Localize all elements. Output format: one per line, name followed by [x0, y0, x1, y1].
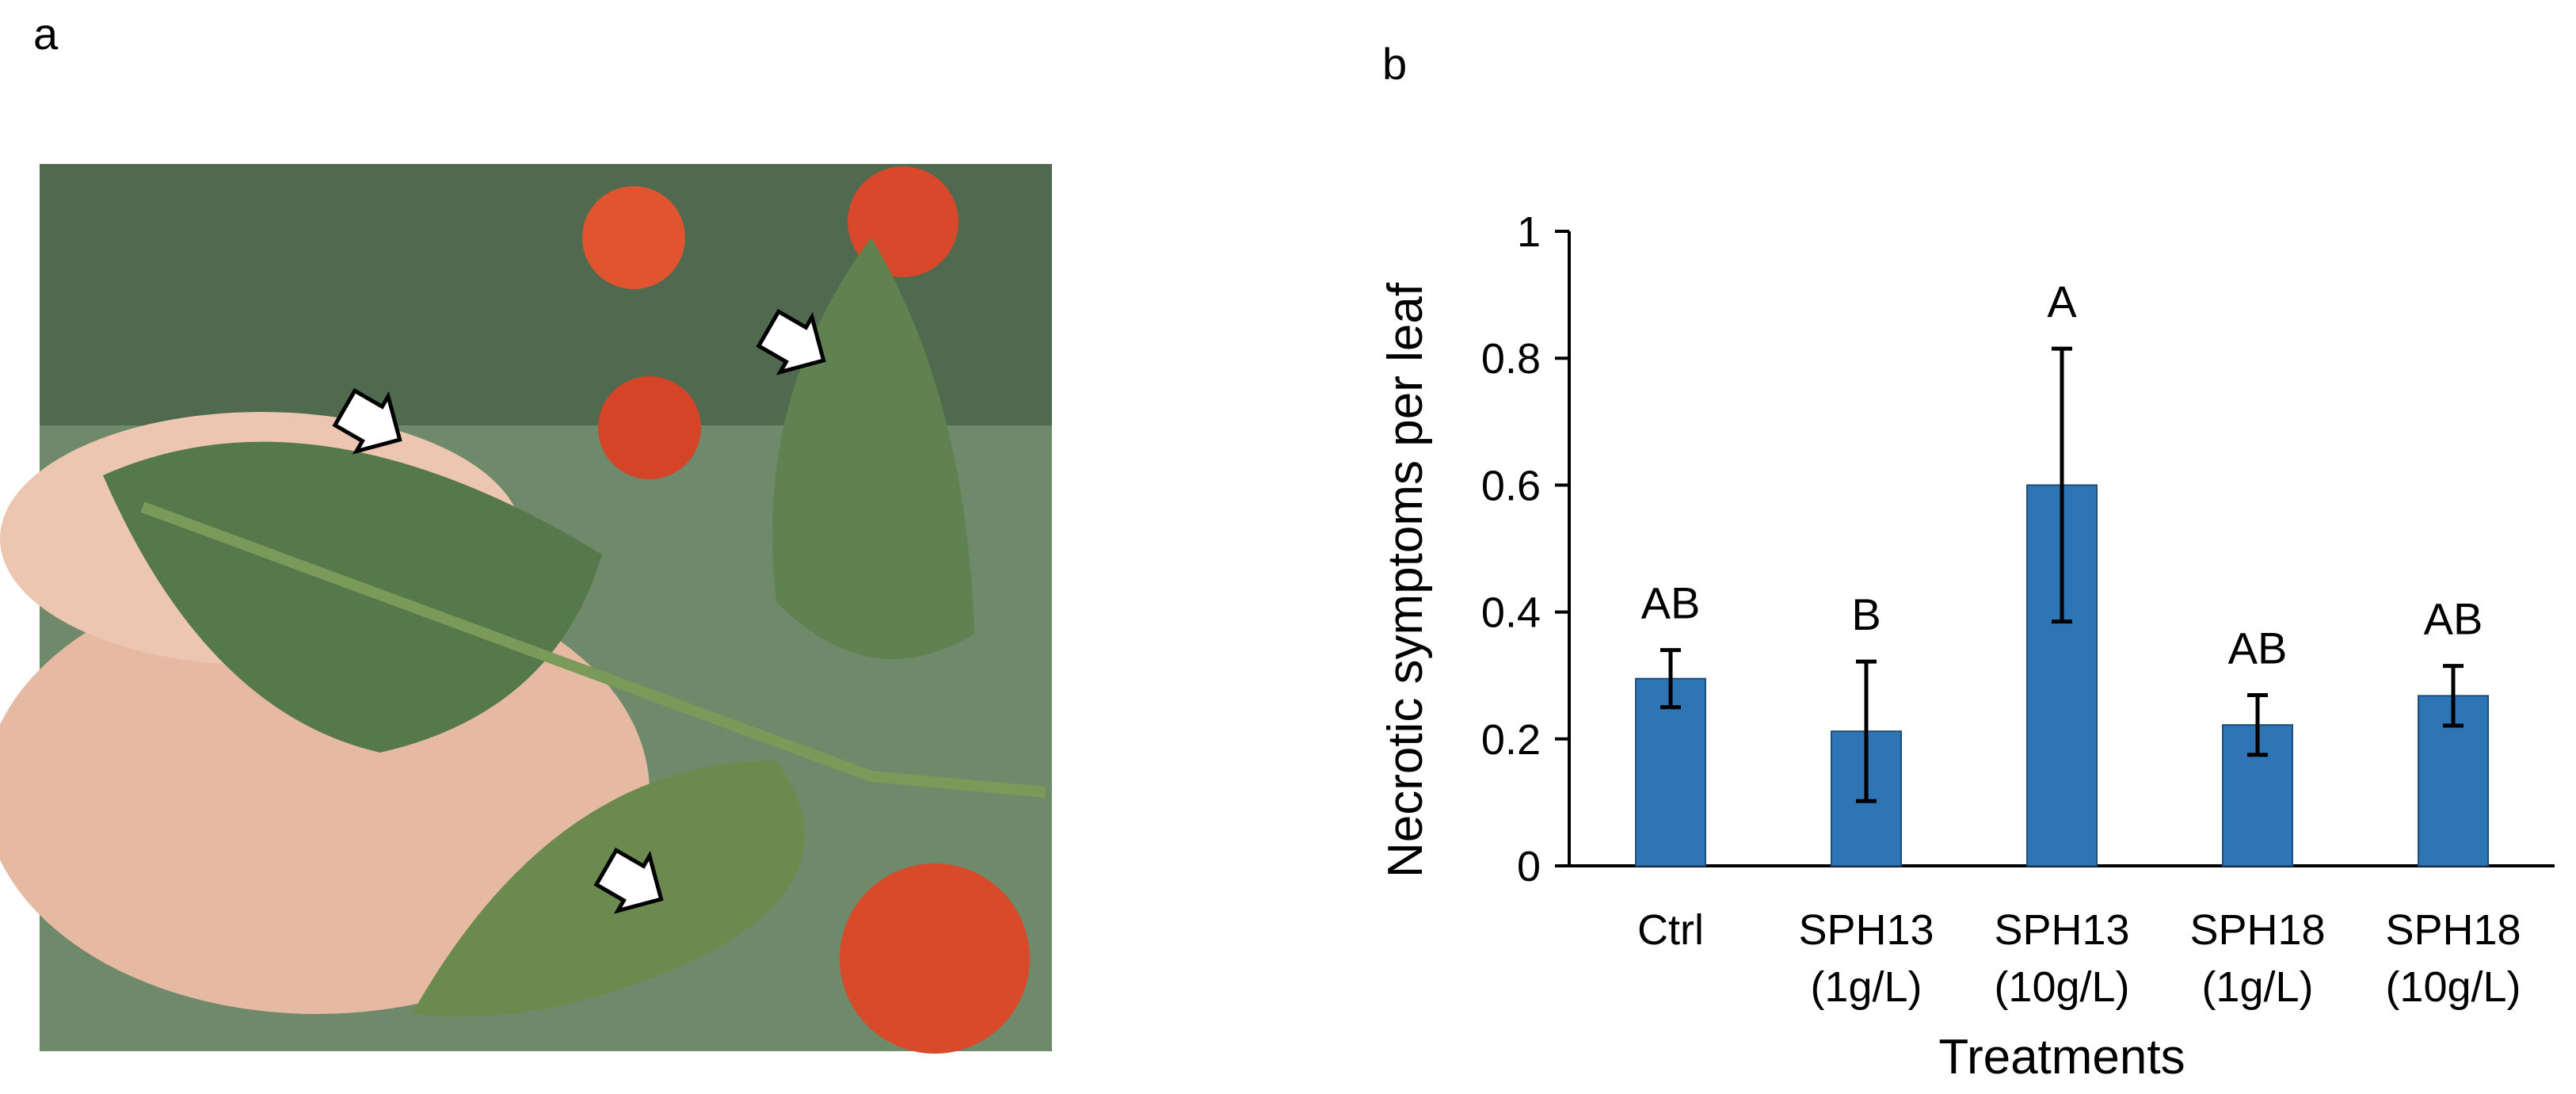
- leaf: [772, 238, 974, 659]
- y-tick-label: 0.2: [1481, 716, 1541, 764]
- leaf: [103, 441, 602, 753]
- panel-label: a: [33, 9, 59, 59]
- y-tick-label: 1: [1517, 208, 1541, 256]
- x-tick-label: SPH18: [2189, 906, 2325, 954]
- tomato: [840, 863, 1030, 1054]
- y-tick-label: 0.4: [1481, 589, 1541, 637]
- tomato: [582, 186, 685, 289]
- significance-letter: A: [2047, 276, 2077, 326]
- arrows: [332, 308, 826, 914]
- x-axis-title: Treatments: [1938, 1030, 2185, 1084]
- x-tick-label: (10g/L): [2385, 963, 2521, 1011]
- tomato: [598, 376, 701, 479]
- y-tick-label: 0: [1517, 843, 1541, 890]
- x-tick-label: SPH13: [1798, 906, 1934, 954]
- significance-letter: AB: [1641, 578, 1701, 628]
- y-axis-title: Necrotic symptoms per leaf: [1378, 282, 1433, 878]
- x-tick-label: Ctrl: [1637, 906, 1704, 954]
- x-tick-label: (1g/L): [2201, 963, 2313, 1011]
- x-tick-label: SPH13: [1994, 906, 2129, 954]
- y-tick-label: 0.6: [1481, 462, 1541, 509]
- stem: [140, 501, 1046, 798]
- significance-letter: AB: [2424, 594, 2483, 644]
- photo: [0, 164, 1052, 1054]
- x-tick-label: SPH18: [2385, 906, 2521, 954]
- bar: [1635, 677, 1706, 867]
- panel-label: b: [1382, 39, 1407, 89]
- significance-letter: AB: [2228, 623, 2288, 673]
- x-tick-label: (1g/L): [1810, 963, 1922, 1011]
- x-tick-label: (10g/L): [1994, 963, 2129, 1011]
- y-tick-label: 0.8: [1481, 335, 1541, 383]
- bar-chart: 0 0.2 0.4 0.6 0.8 1 Necrotic symptoms per leaf…: [1378, 208, 2555, 1084]
- significance-letter: B: [1851, 589, 1881, 639]
